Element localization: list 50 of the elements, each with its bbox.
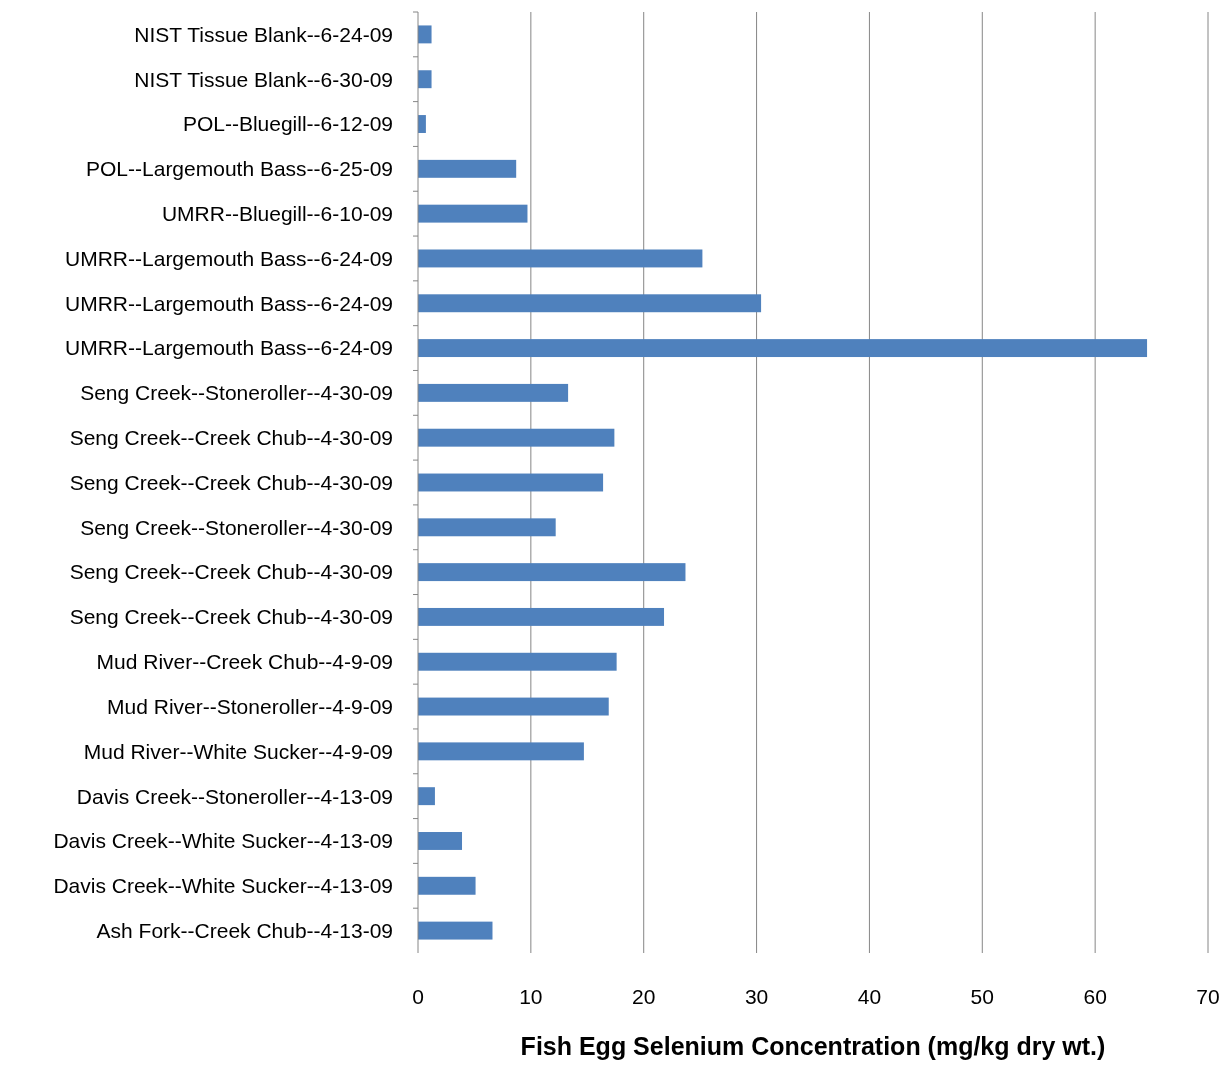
y-tick-label: Seng Creek--Stoneroller--4-30-09 bbox=[80, 381, 393, 405]
bar bbox=[418, 563, 686, 582]
x-tick-label: 70 bbox=[1196, 985, 1220, 1008]
x-tick-label: 50 bbox=[970, 985, 994, 1008]
y-tick-label: Mud River--Creek Chub--4-9-09 bbox=[96, 650, 393, 674]
bar bbox=[418, 787, 435, 806]
bar bbox=[418, 383, 569, 402]
bar bbox=[418, 159, 517, 178]
y-tick-label: Seng Creek--Creek Chub--4-30-09 bbox=[69, 426, 393, 450]
x-axis-title: Fish Egg Selenium Concentration (mg/kg dry wt.) bbox=[520, 1032, 1106, 1060]
bar bbox=[418, 607, 665, 626]
x-tick-label: 30 bbox=[744, 985, 769, 1008]
bar bbox=[418, 428, 615, 447]
bar bbox=[418, 249, 703, 268]
bar bbox=[418, 473, 604, 492]
y-tick-label: Mud River--Stoneroller--4-9-09 bbox=[107, 694, 393, 718]
bar bbox=[418, 832, 463, 850]
y-tick-label: Seng Creek--Creek Chub--4-30-09 bbox=[69, 605, 393, 629]
y-tick-label: Seng Creek--Stoneroller--4-30-09 bbox=[80, 515, 393, 539]
bar bbox=[418, 70, 432, 89]
y-tick-label: UMRR--Largemouth Bass--6-24-09 bbox=[65, 336, 393, 360]
bar bbox=[418, 742, 584, 761]
bar bbox=[418, 876, 476, 895]
y-tick-label: POL--Largemouth Bass--6-25-09 bbox=[86, 157, 393, 181]
x-tick-label: 60 bbox=[1083, 985, 1107, 1008]
y-tick-label: UMRR--Largemouth Bass--6-24-09 bbox=[65, 291, 393, 315]
y-tick-label: POL--Bluegill--6-12-09 bbox=[182, 112, 393, 136]
y-tick-label: Davis Creek--Stoneroller--4-13-09 bbox=[76, 784, 393, 808]
y-tick-label: Davis Creek--White Sucker--4-13-09 bbox=[53, 829, 393, 853]
y-tick-label: NIST Tissue Blank--6-24-09 bbox=[134, 22, 393, 46]
x-tick-label: 20 bbox=[632, 985, 656, 1008]
y-tick-label: UMRR--Largemouth Bass--6-24-09 bbox=[65, 246, 393, 270]
bar bbox=[418, 339, 1148, 358]
y-tick-label: Mud River--White Sucker--4-9-09 bbox=[83, 739, 393, 763]
bar bbox=[418, 25, 432, 44]
y-tick-label: Ash Fork--Creek Chub--4-13-09 bbox=[96, 918, 393, 942]
bar bbox=[418, 697, 609, 716]
bar bbox=[418, 204, 528, 223]
y-tick-label: Davis Creek--White Sucker--4-13-09 bbox=[53, 874, 393, 898]
x-tick-label: 10 bbox=[519, 985, 543, 1008]
y-tick-label: Seng Creek--Creek Chub--4-30-09 bbox=[69, 470, 393, 494]
y-tick-label: NIST Tissue Blank--6-30-09 bbox=[134, 67, 393, 91]
x-tick-label: 0 bbox=[412, 985, 424, 1008]
bar bbox=[418, 294, 762, 313]
y-tick-label: Seng Creek--Creek Chub--4-30-09 bbox=[69, 560, 393, 584]
bar bbox=[418, 518, 556, 537]
bar bbox=[418, 652, 617, 671]
y-tick-label: UMRR--Bluegill--6-10-09 bbox=[161, 201, 393, 225]
x-tick-label: 40 bbox=[857, 985, 882, 1008]
bar bbox=[418, 921, 493, 940]
